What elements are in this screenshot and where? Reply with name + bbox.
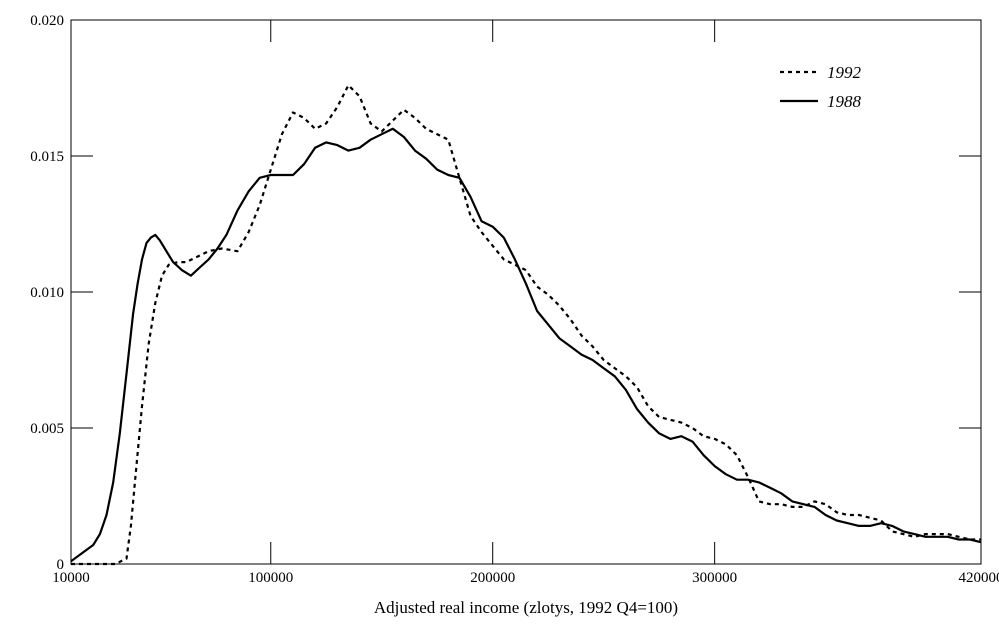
y-tick-label: 0.020 [30, 13, 64, 29]
y-tick-label: 0.005 [30, 421, 64, 437]
x-tick-label: 200000 [470, 570, 515, 586]
axis-ticks [70, 19, 982, 565]
y-tick-label: 0.010 [30, 285, 64, 301]
x-axis-label: Adjusted real income (zlotys, 1992 Q4=10… [374, 598, 678, 617]
x-tick-label: 420000 [959, 570, 999, 586]
x-tick-label: 300000 [692, 570, 737, 586]
legend-label-1988: 1988 [827, 92, 862, 111]
x-tick-label: 100000 [248, 570, 293, 586]
axis-tick-labels: 0 0.005 0.010 0.015 0.020 10000 100000 200000 30… [30, 13, 999, 586]
y-tick-label: 0 [57, 557, 65, 573]
legend: 1992 1988 [780, 63, 862, 111]
series-line-1992 [71, 84, 981, 566]
x-tick-label: 10000 [52, 570, 90, 586]
legend-label-1992: 1992 [827, 63, 862, 82]
y-tick-label: 0.015 [30, 149, 64, 165]
series-lines [70, 84, 982, 566]
series-line-1988 [70, 127, 982, 563]
